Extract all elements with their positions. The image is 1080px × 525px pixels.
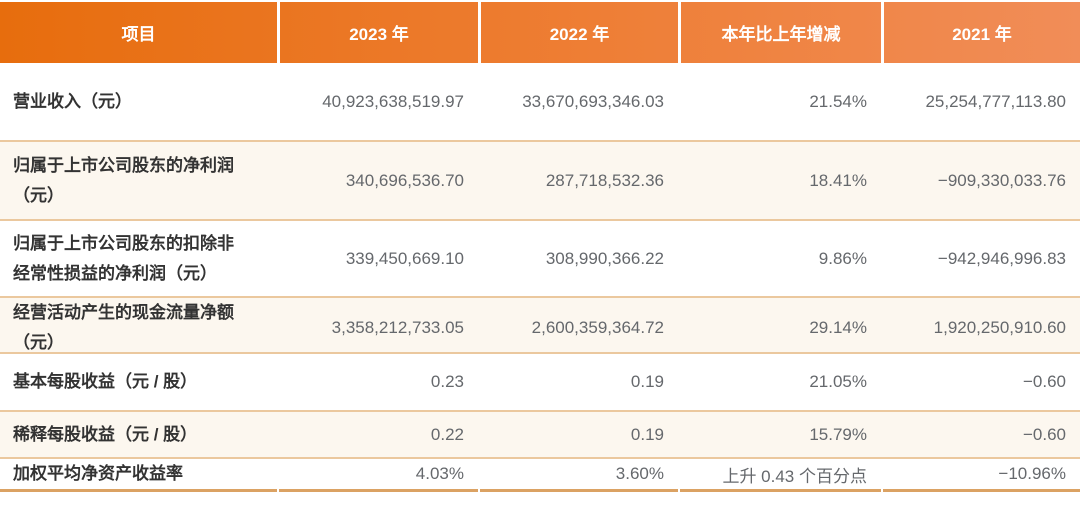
bottom-rule-segment [279,489,478,492]
column-header-yoy-change: 本年比上年增减 [678,2,881,63]
cell-2021: −0.60 [1022,372,1066,391]
bottom-rule-segment [0,489,277,492]
table-row: 经营活动产生的现金流量净额（元） 3,358,212,733.05 2,600,… [0,296,1080,352]
cell-item: 归属于上市公司股东的净利润（元） [13,155,234,205]
table-row: 归属于上市公司股东的净利润（元） 340,696,536.70 287,718,… [0,140,1080,219]
bottom-rule-segment [480,489,678,492]
cell-2022: 2,600,359,364.72 [531,318,664,337]
cell-2021: −10.96% [998,464,1066,483]
cell-2023: 4.03% [415,464,464,483]
cell-2022: 33,670,693,346.03 [522,91,664,111]
cell-item: 经营活动产生的现金流量净额（元） [13,303,234,352]
cell-2023: 0.22 [430,424,464,444]
cell-2022: 3.60% [615,464,664,483]
cell-2022: 287,718,532.36 [545,170,664,190]
cell-yoy: 21.05% [809,372,867,391]
cell-2021: −909,330,033.76 [937,170,1066,190]
cell-yoy: 上升 0.43 个百分点 [722,466,867,486]
cell-2022: 0.19 [630,372,664,391]
cell-2023: 340,696,536.70 [345,170,464,190]
column-header-2021: 2021 年 [881,2,1080,63]
table-row: 归属于上市公司股东的扣除非经常性损益的净利润（元） 339,450,669.10… [0,219,1080,296]
cell-item: 归属于上市公司股东的扣除非经常性损益的净利润（元） [13,233,234,283]
cell-2021: 1,920,250,910.60 [933,318,1066,337]
cell-2023: 40,923,638,519.97 [322,91,464,111]
table-row: 加权平均净资产收益率 4.03% 3.60% 上升 0.43 个百分点 −10.… [0,457,1080,489]
cell-yoy: 9.86% [818,248,867,268]
cell-2023: 339,450,669.10 [345,248,464,268]
cell-2021: −942,946,996.83 [937,248,1066,268]
cell-2021: −0.60 [1022,424,1066,444]
table-row: 基本每股收益（元 / 股） 0.23 0.19 21.05% −0.60 [0,352,1080,410]
cell-2022: 0.19 [630,424,664,444]
cell-yoy: 29.14% [809,318,867,337]
cell-yoy: 21.54% [809,91,867,111]
cell-2022: 308,990,366.22 [545,248,664,268]
cell-yoy: 18.41% [809,170,867,190]
table-bottom-rule [0,489,1080,492]
cell-item: 加权平均净资产收益率 [13,464,183,483]
cell-item: 营业收入（元） [13,91,132,111]
table-header-row: 项目 2023 年 2022 年 本年比上年增减 2021 年 [0,2,1080,63]
cell-item: 稀释每股收益（元 / 股） [13,424,198,444]
cell-item: 基本每股收益（元 / 股） [13,372,198,391]
cell-2023: 0.23 [430,372,464,391]
column-header-2022: 2022 年 [478,2,678,63]
table-row: 稀释每股收益（元 / 股） 0.22 0.19 15.79% −0.60 [0,410,1080,457]
cell-2021: 25,254,777,113.80 [925,91,1066,111]
cell-2023: 3,358,212,733.05 [331,318,464,337]
bottom-rule-segment [883,489,1080,492]
column-header-2023: 2023 年 [277,2,478,63]
bottom-rule-segment [680,489,881,492]
column-header-item: 项目 [121,25,156,44]
key-accounting-data-table: 项目 2023 年 2022 年 本年比上年增减 2021 年 营业收入（元） … [0,2,1080,492]
table-row: 营业收入（元） 40,923,638,519.97 33,670,693,346… [0,63,1080,140]
cell-yoy: 15.79% [809,424,867,444]
